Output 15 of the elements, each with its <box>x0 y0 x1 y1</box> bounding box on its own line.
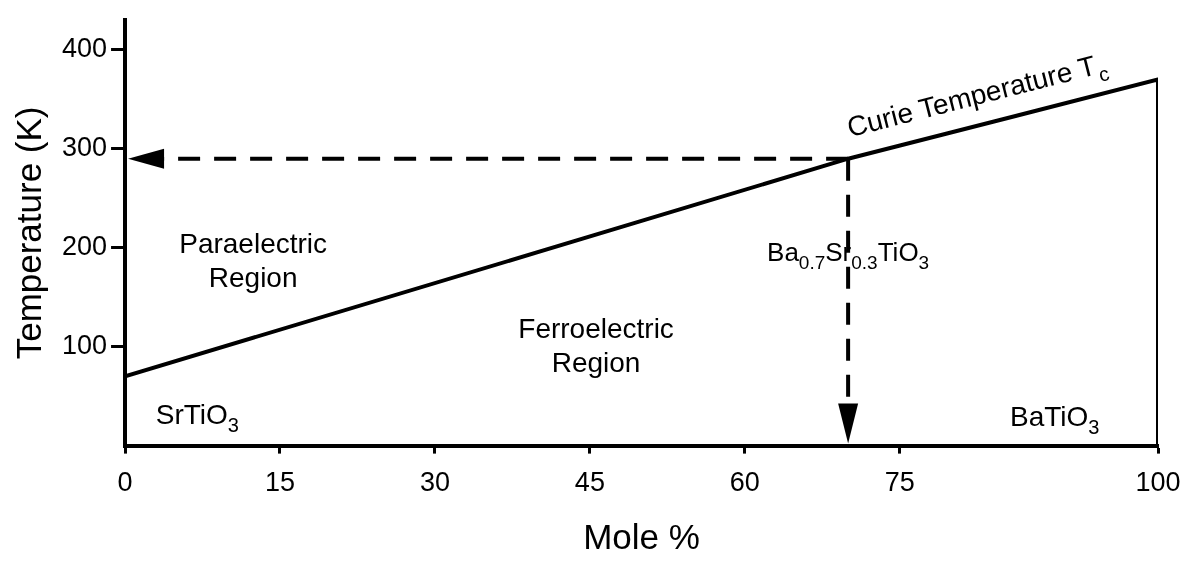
y-tick-label: 400 <box>61 33 108 64</box>
annotation: Ferroelectric Region <box>518 313 674 379</box>
annotation: Paraelectric Region <box>179 228 328 294</box>
y-tick-label: 200 <box>61 231 108 262</box>
x-tick-label: 45 <box>574 467 605 498</box>
x-tick-label: 0 <box>117 467 133 498</box>
x-tick-label: 75 <box>884 467 915 498</box>
x-tick-label: 100 <box>1135 467 1181 498</box>
y-axis-title: Temperature (K) <box>8 106 48 360</box>
x-tick-label: 30 <box>419 467 450 498</box>
y-tick-label: 300 <box>61 132 108 163</box>
x-axis-title: Mole % <box>583 516 700 556</box>
y-tick-label: 100 <box>61 330 108 361</box>
x-tick-label: 15 <box>264 467 296 498</box>
x-tick-label: 60 <box>729 467 760 498</box>
